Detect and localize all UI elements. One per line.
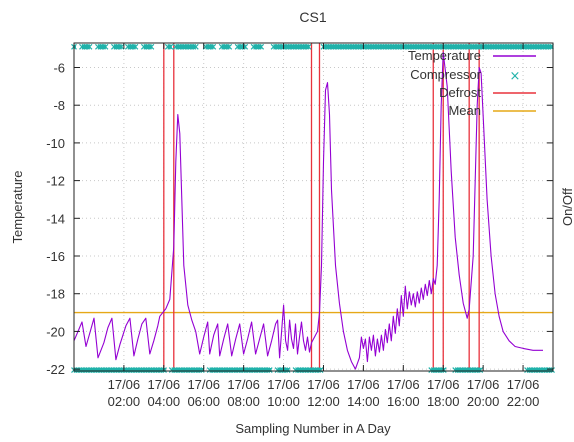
- compressor-marker: [167, 43, 174, 50]
- x-tick-label-time: 04:00: [148, 394, 181, 409]
- y-tick-label: -16: [46, 249, 65, 264]
- x-tick-label-time: 20:00: [467, 394, 500, 409]
- compressor-marker: [305, 43, 312, 50]
- compressor-marker: [549, 367, 555, 373]
- x-tick-label-time: 12:00: [307, 394, 340, 409]
- legend-swatch-compressor: ×: [510, 69, 521, 84]
- legend-label-mean: Mean: [448, 103, 481, 118]
- axes-layer: -22 -20 -18 -16 -14 -12 -10 -8 -6 17/06 02:00 17/06…: [46, 43, 553, 409]
- compressor-marker: [86, 43, 93, 50]
- plot-frame: [73, 42, 554, 372]
- x-tick-label-time: 18:00: [427, 394, 460, 409]
- compressor-marker: [284, 367, 291, 373]
- x-tick-label-date: 17/06: [307, 377, 340, 392]
- x-tick-label-date: 17/06: [427, 377, 460, 392]
- x-tick-label-date: 17/06: [467, 377, 500, 392]
- x-tick-label-time: 02:00: [108, 394, 141, 409]
- compressor-marker: [132, 43, 139, 50]
- y2-axis-label: On/Off: [560, 188, 574, 226]
- chart-title: CS1: [299, 9, 326, 25]
- legend: Temperature Compressor × Defrost Mean: [408, 48, 536, 118]
- y-axis-label: Temperature: [10, 171, 25, 244]
- y-tick-label: -8: [53, 98, 65, 113]
- compressor-marker: [118, 43, 125, 50]
- x-tick-label-date: 17/06: [108, 377, 141, 392]
- compressor-marker: [477, 367, 484, 373]
- legend-label-temperature: Temperature: [408, 48, 481, 63]
- compressor-marker: [258, 43, 265, 50]
- compressor-marker: [317, 367, 324, 373]
- x-tick-label-date: 17/06: [387, 377, 420, 392]
- temperature-line: [73, 51, 543, 370]
- x-tick-label-time: 22:00: [507, 394, 540, 409]
- compressor-on-row: [71, 43, 554, 50]
- x-tick-label-date: 17/06: [507, 377, 540, 392]
- y-tick-label: -10: [46, 136, 65, 151]
- x-axis-label: Sampling Number in A Day: [235, 421, 391, 436]
- x-tick-label-date: 17/06: [227, 377, 260, 392]
- x-tick-label-date: 17/06: [187, 377, 220, 392]
- compressor-marker: [226, 43, 233, 50]
- compressor-marker: [192, 43, 199, 50]
- compressor-marker: [210, 43, 217, 50]
- x-tick-label-date: 17/06: [267, 377, 300, 392]
- x-tick-label-date: 17/06: [347, 377, 380, 392]
- y-tick-label: -22: [46, 362, 65, 377]
- compressor-marker: [266, 367, 273, 373]
- x-tick-label-time: 06:00: [187, 394, 220, 409]
- x-tick-label-date: 17/06: [148, 377, 181, 392]
- compressor-marker: [102, 43, 109, 50]
- x-tick-label-time: 16:00: [387, 394, 420, 409]
- y-tick-label: -18: [46, 287, 65, 302]
- compressor-marker: [148, 43, 155, 50]
- x-tick-label-time: 10:00: [267, 394, 300, 409]
- x-tick-label-time: 14:00: [347, 394, 380, 409]
- series-layer: [71, 43, 555, 373]
- x-tick-label-time: 08:00: [227, 394, 260, 409]
- legend-label-compressor: Compressor: [410, 67, 481, 82]
- y-tick-label: -20: [46, 324, 65, 339]
- y-tick-label: -6: [53, 61, 65, 76]
- y-tick-label: -12: [46, 174, 65, 189]
- compressor-marker: [440, 367, 447, 373]
- legend-label-defrost: Defrost: [439, 85, 481, 100]
- y-tick-label: -14: [46, 211, 65, 226]
